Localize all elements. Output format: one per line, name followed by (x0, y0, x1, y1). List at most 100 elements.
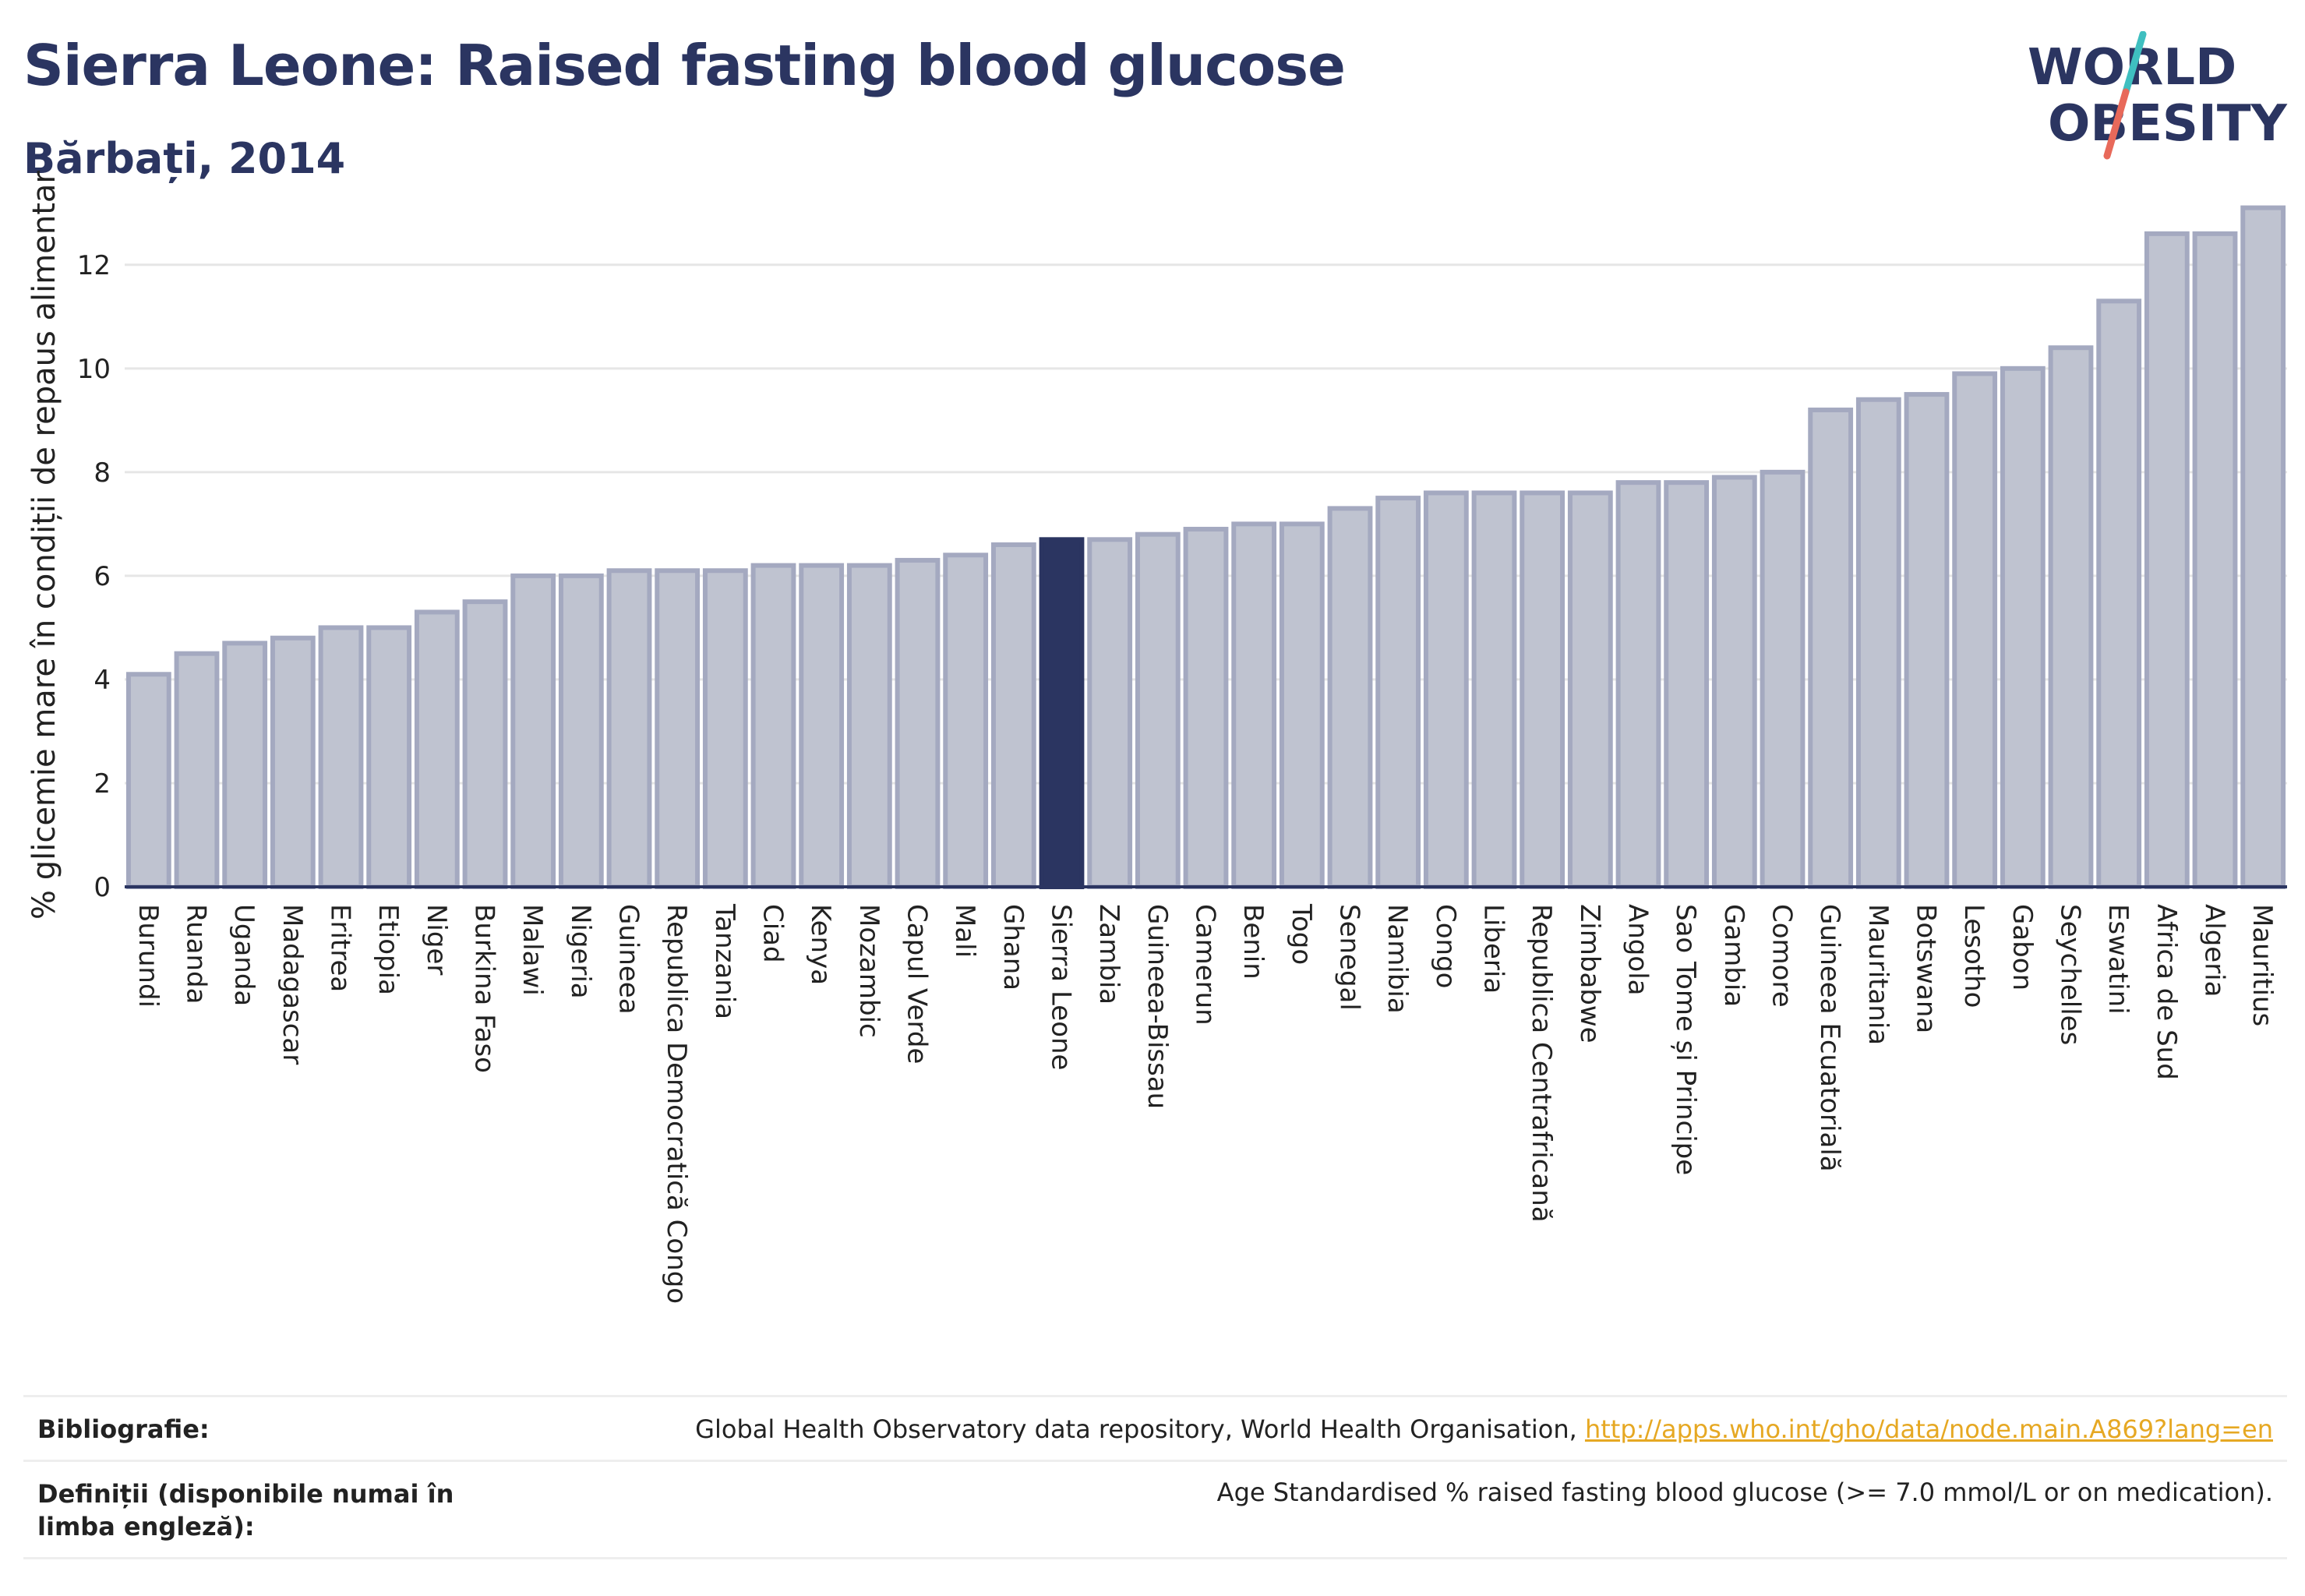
bar-burundi (125, 672, 171, 889)
bar-eswatini (2096, 298, 2142, 889)
y-axis-title: % glicemie mare în condiții de repaus al… (26, 171, 62, 920)
bar-republica-democratică-congo (655, 568, 701, 890)
bar-botswana (1904, 392, 1950, 889)
y-tick-label: 10 (77, 354, 111, 385)
x-tick-label: Congo (1430, 904, 1461, 988)
bar-angola (1615, 480, 1661, 889)
bar-eritrea (318, 625, 364, 889)
bar-guineea-ecuatorială (1808, 408, 1854, 889)
bar-ciad (750, 563, 796, 890)
chart-title: Sierra Leone: Raised fasting blood gluco… (23, 33, 1346, 98)
bar-mauritius (2240, 205, 2286, 889)
world-obesity-logo: WORLD OBESITY (2028, 31, 2287, 160)
x-tick-label: Burkina Faso (469, 904, 500, 1073)
x-tick-label: Nigeria (565, 904, 596, 999)
x-tick-label: Senegal (1334, 904, 1365, 1011)
bar-ruanda (174, 651, 220, 890)
bar-camerun (1183, 527, 1229, 889)
y-tick-label: 12 (77, 250, 111, 281)
x-tick-label: Namibia (1382, 904, 1413, 1014)
x-tick-label: Eritrea (325, 904, 356, 992)
bar-etiopia (366, 625, 412, 889)
logo-word-obesity: OBESITY (2048, 95, 2287, 153)
bar-capul-verde (895, 557, 941, 890)
bar-republica-centrafricană (1520, 490, 1565, 890)
bar-seychelles (2048, 345, 2094, 889)
x-tick-label: Capul Verde (902, 904, 933, 1064)
bar-mali (943, 553, 989, 889)
x-tick-label: Gabon (2007, 904, 2038, 990)
x-tick-label: Mauritius (2247, 904, 2278, 1026)
x-tick-label: Benin (1237, 904, 1269, 980)
y-tick-label: 4 (94, 665, 111, 696)
bar-madagascar (270, 635, 316, 889)
x-tick-label: Uganda (228, 904, 259, 1006)
x-tick-label: Camerun (1190, 904, 1221, 1026)
bar-kenya (799, 563, 845, 890)
logo-slash-top (2122, 31, 2147, 96)
x-tick-label: Mauritania (1862, 904, 1894, 1045)
bar-comore (1760, 469, 1806, 889)
x-tick-label: Zimbabwe (1574, 904, 1605, 1043)
bar-lesotho (1952, 371, 1998, 889)
x-tick-label: Mozambic (853, 904, 884, 1038)
x-tick-label: Comore (1767, 904, 1798, 1008)
bar-chart: 0 2 4 6 8 10 12 Burundi Ruanda Uganda Madagascar E… (26, 171, 2287, 1304)
x-tick-label: Kenya (805, 904, 836, 985)
x-tick-label: Sao Tome și Principe (1670, 904, 1701, 1175)
bibliography-link[interactable]: http://apps.who.int/gho/data/node.main.A… (1584, 1414, 2273, 1444)
x-tick-label: Algeria (2199, 904, 2230, 997)
x-tick-label: Lesotho (1958, 904, 1989, 1008)
bar-africa-de-sud (2144, 231, 2190, 890)
x-tick-label: Ciad (757, 904, 789, 963)
bar-mozambic (846, 563, 892, 890)
x-tick-label: Africa de Sud (2151, 904, 2182, 1080)
x-tick-label: Guineea Ecuatorială (1814, 904, 1845, 1172)
logo-slash-bottom (2103, 88, 2130, 160)
bar-namibia (1375, 496, 1421, 889)
bar-liberia (1471, 490, 1517, 890)
definitions-row: Definiții (disponibile numai în limba en… (23, 1460, 2287, 1559)
x-tick-label: Ruanda (181, 904, 212, 1004)
bar-uganda (222, 641, 268, 889)
bar-congo (1423, 490, 1469, 890)
bar-guineea-bissau (1135, 531, 1181, 889)
bar-burkina-faso (462, 599, 508, 889)
x-tick-label: Republica Centrafricană (1526, 904, 1557, 1223)
definitions-value: Age Standardised % raised fasting blood … (1216, 1478, 2273, 1507)
y-tick-label: 8 (94, 457, 111, 489)
y-tick-labels: 0 2 4 6 8 10 12 (77, 250, 111, 903)
x-tick-label: Republica Democratică Congo (661, 904, 692, 1304)
x-tick-label: Eswatini (2102, 904, 2134, 1015)
bibliography-value: Global Health Observatory data repositor… (695, 1414, 2273, 1444)
x-tick-label: Liberia (1478, 904, 1509, 994)
definitions-label: Definiții (disponibile numai în limba en… (37, 1479, 454, 1541)
bar-senegal (1327, 506, 1373, 889)
bar-guineea (606, 568, 652, 890)
x-tick-label: Etiopia (372, 904, 404, 995)
x-tick-labels: Burundi Ruanda Uganda Madagascar Eritrea Etio… (132, 903, 2278, 1304)
bar-sierra-leone (1039, 537, 1085, 889)
bar-ghana (990, 542, 1036, 889)
x-tick-label: Gambia (1718, 904, 1749, 1007)
bar-gabon (2000, 365, 2046, 889)
bars (125, 205, 2286, 890)
x-tick-label: Ghana (997, 904, 1029, 990)
x-tick-label: Togo (1286, 903, 1317, 965)
bar-gambia (1711, 475, 1757, 889)
x-tick-label: Guineea (613, 904, 644, 1015)
y-tick-label: 2 (94, 768, 111, 800)
bar-malawi (510, 573, 556, 890)
bibliography-text: Global Health Observatory data repositor… (695, 1414, 1585, 1444)
x-tick-label: Seychelles (2055, 904, 2086, 1045)
bar-zambia (1087, 537, 1133, 889)
bar-nigeria (558, 573, 604, 890)
bar-togo (1279, 521, 1325, 889)
bar-zimbabwe (1567, 490, 1613, 890)
bar-benin (1231, 521, 1277, 889)
x-tick-label: Botswana (1911, 904, 1942, 1033)
x-tick-label: Madagascar (277, 904, 308, 1065)
bar-niger (414, 609, 460, 889)
bar-algeria (2192, 231, 2238, 890)
x-tick-label: Tanzania (709, 903, 740, 1019)
